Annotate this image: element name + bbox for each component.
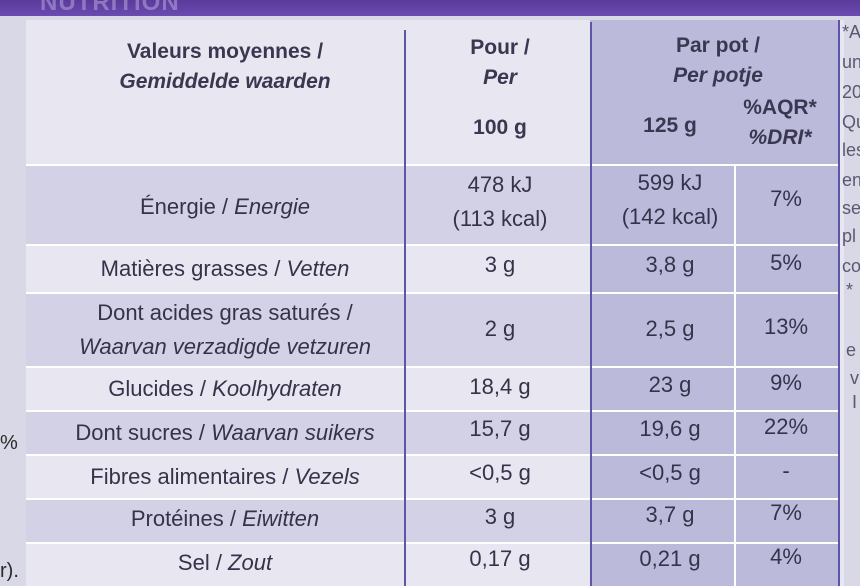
header-col3-line1: Par pot / bbox=[675, 34, 760, 57]
banner-title: NUTRITION bbox=[40, 0, 180, 16]
perpot-value: <0,5 g bbox=[639, 460, 701, 485]
row-divider bbox=[26, 244, 840, 246]
top-banner: NUTRITION bbox=[0, 0, 860, 16]
energy-per100-kj: 478 kJ bbox=[467, 172, 533, 197]
perpot-value: 19,6 g bbox=[639, 416, 701, 441]
table-row-label: Fibres alimentaires / Vezels bbox=[90, 464, 360, 489]
perpot-value: 3,8 g bbox=[645, 252, 695, 277]
perpot-value: 3,7 g bbox=[645, 502, 695, 527]
row-divider bbox=[26, 292, 840, 294]
per100-value: 3 g bbox=[484, 504, 516, 529]
pct-value: 7% bbox=[770, 500, 802, 525]
per-pot-column-shade bbox=[590, 20, 840, 586]
header-col3-line2: Per potje bbox=[673, 64, 763, 87]
left-edge-text: r). bbox=[0, 560, 19, 582]
table-row-label: Énergie / Energie bbox=[139, 194, 310, 219]
pct-value: 13% bbox=[763, 314, 809, 339]
perpot-value: 23 g bbox=[648, 372, 692, 397]
header-col4-line1: %AQR* bbox=[743, 96, 817, 119]
side-text: en bbox=[842, 170, 860, 190]
per100-value: <0,5 g bbox=[469, 460, 531, 485]
left-edge-text: % bbox=[0, 432, 18, 454]
side-text: les bbox=[842, 140, 860, 160]
per100-value: 2 g bbox=[484, 316, 516, 341]
side-text: e bbox=[846, 340, 857, 360]
header-col3-unit: 125 g bbox=[643, 114, 697, 137]
row-divider bbox=[26, 454, 840, 456]
pct-value: 9% bbox=[770, 370, 802, 395]
side-text: * bbox=[846, 280, 854, 300]
per100-value: 18,4 g bbox=[469, 374, 531, 399]
perpot-value: 2,5 g bbox=[645, 316, 695, 341]
energy-perpot-kj: 599 kJ bbox=[637, 170, 703, 195]
side-text: *Ap bbox=[842, 22, 860, 42]
side-text: pl bbox=[842, 226, 857, 246]
per100-value: 15,7 g bbox=[469, 416, 531, 441]
row-divider bbox=[26, 542, 840, 544]
pct-value: 5% bbox=[770, 250, 802, 275]
pct-value: 4% bbox=[770, 544, 802, 569]
pct-value: - bbox=[782, 458, 790, 483]
side-text: Qu bbox=[842, 112, 860, 132]
table-row-label: Protéines / Eiwitten bbox=[130, 506, 320, 531]
side-text: 20 bbox=[842, 82, 860, 102]
row-divider bbox=[26, 498, 840, 500]
energy-perpot-kcal: (142 kcal) bbox=[621, 204, 719, 229]
side-text: I bbox=[852, 392, 858, 412]
row-divider bbox=[26, 366, 840, 368]
header-col1-line1: Valeurs moyennes / bbox=[126, 40, 324, 63]
energy-pct: 7% bbox=[770, 186, 802, 211]
column-divider bbox=[590, 22, 592, 586]
column-divider bbox=[734, 164, 736, 586]
pct-value: 22% bbox=[763, 414, 809, 439]
per100-value: 3 g bbox=[484, 252, 516, 277]
table-row-label: Sel / Zout bbox=[177, 550, 273, 575]
column-divider bbox=[404, 30, 406, 586]
row-divider bbox=[26, 410, 840, 412]
side-text: co bbox=[842, 256, 860, 276]
header-col2-line2: Per bbox=[483, 66, 517, 89]
header-col2-unit: 100 g bbox=[473, 116, 527, 139]
side-text: se bbox=[842, 198, 860, 218]
table-row-label: Matières grasses / Vetten bbox=[100, 256, 350, 281]
header-col4-line2: %DRI* bbox=[748, 126, 812, 149]
side-text: un bbox=[842, 52, 860, 72]
column-divider bbox=[838, 20, 840, 586]
table-row-label: Glucides / Koolhydraten bbox=[108, 376, 342, 401]
table-row-label: Dont sucres / Waarvan suikers bbox=[75, 420, 375, 445]
side-text: v bbox=[850, 368, 859, 388]
header-col1-line2: Gemiddelde waarden bbox=[119, 70, 331, 93]
row-divider bbox=[26, 164, 840, 166]
table-row-label-nl: Waarvan verzadigde vetzuren bbox=[79, 334, 371, 359]
per100-value: 0,17 g bbox=[469, 546, 531, 571]
header-col2-line1: Pour / bbox=[470, 36, 530, 59]
table-row-label: Dont acides gras saturés / bbox=[97, 300, 353, 325]
perpot-value: 0,21 g bbox=[639, 546, 701, 571]
energy-per100-kcal: (113 kcal) bbox=[452, 206, 548, 231]
